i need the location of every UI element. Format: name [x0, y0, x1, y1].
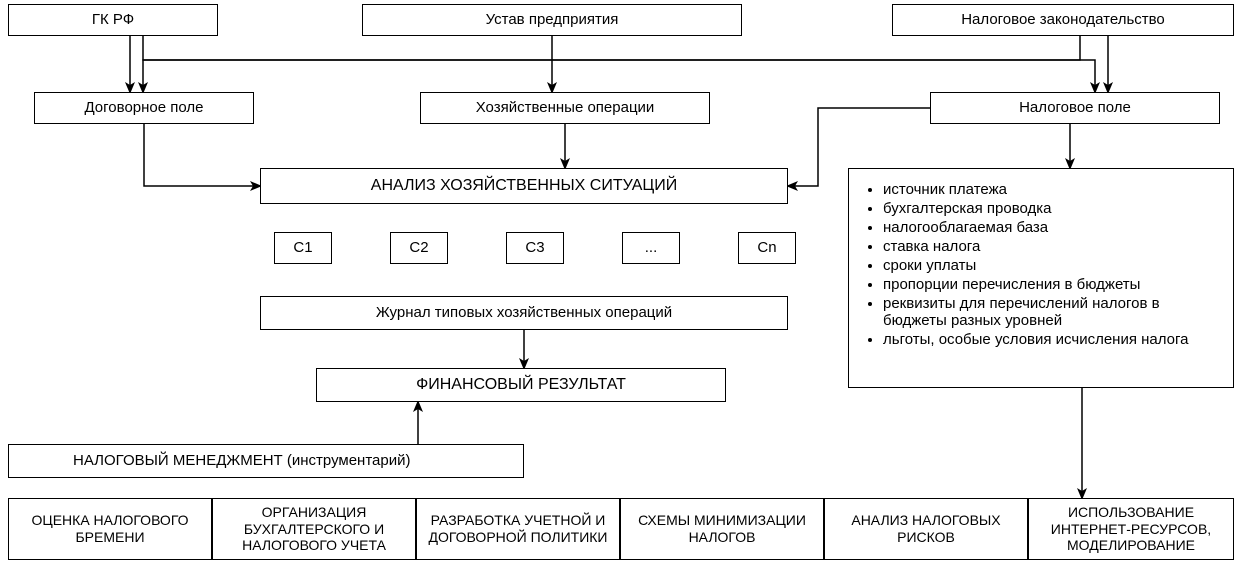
node-label: С3 [525, 239, 544, 257]
tax-field-detail-item: ставка налога [883, 238, 1219, 255]
node-label: С1 [293, 239, 312, 257]
node-label: Налоговое законодательство [961, 11, 1165, 29]
node-nalog-zakon: Налоговое законодательство [892, 4, 1234, 36]
node-label: Налоговое поле [1019, 99, 1131, 117]
node-label: Договорное поле [84, 99, 203, 117]
node-gk-rf: ГК РФ [8, 4, 218, 36]
tax-field-detail-item: реквизиты для перечислений налогов в бюд… [883, 295, 1219, 329]
node-cdots: ... [622, 232, 680, 264]
tax-field-detail-item: источник платежа [883, 181, 1219, 198]
tax-field-details-list: источник платежа бухгалтерская проводка на… [863, 181, 1219, 348]
tax-field-detail-item: сроки уплаты [883, 257, 1219, 274]
node-label: Хозяйственные операции [476, 99, 655, 117]
node-journal: Журнал типовых хозяйственных операций [260, 296, 788, 330]
node-c2: С2 [390, 232, 448, 264]
node-label: ИСПОЛЬЗОВАНИЕ ИНТЕРНЕТ-РЕСУРСОВ, МОДЕЛИР… [1035, 504, 1227, 554]
node-nalog-pole: Налоговое поле [930, 92, 1220, 124]
node-label: Устав предприятия [486, 11, 619, 29]
node-label: РАЗРАБОТКА УЧЕТНОЙ И ДОГОВОРНОЙ ПОЛИТИКИ [423, 512, 613, 546]
node-label: ОРГАНИЗАЦИЯ БУХГАЛТЕРСКОГО И НАЛОГОВОГО … [219, 504, 409, 554]
node-b2: ОРГАНИЗАЦИЯ БУХГАЛТЕРСКОГО И НАЛОГОВОГО … [212, 498, 416, 560]
node-hoz-oper: Хозяйственные операции [420, 92, 710, 124]
node-label: ОЦЕНКА НАЛОГОВОГО БРЕМЕНИ [15, 512, 205, 546]
edge-gk_across_to_ustav_dup [143, 36, 1095, 92]
tax-field-detail-item: бухгалтерская проводка [883, 200, 1219, 217]
flowchart-canvas: ГК РФ Устав предприятия Налоговое законо… [0, 0, 1243, 568]
tax-field-detail-item: льготы, особые условия исчисления налога [883, 331, 1219, 348]
node-b4: СХЕМЫ МИНИМИЗАЦИИ НАЛОГОВ [620, 498, 824, 560]
tax-field-details-box: источник платежа бухгалтерская проводка на… [848, 168, 1234, 388]
node-b6: ИСПОЛЬЗОВАНИЕ ИНТЕРНЕТ-РЕСУРСОВ, МОДЕЛИР… [1028, 498, 1234, 560]
tax-field-detail-item: пропорции перечисления в бюджеты [883, 276, 1219, 293]
node-c3: С3 [506, 232, 564, 264]
node-label: Сn [757, 239, 776, 257]
node-dogovor-pole: Договорное поле [34, 92, 254, 124]
node-label: НАЛОГОВЫЙ МЕНЕДЖМЕНТ (инструментарий) [73, 452, 410, 470]
node-b3: РАЗРАБОТКА УЧЕТНОЙ И ДОГОВОРНОЙ ПОЛИТИКИ [416, 498, 620, 560]
node-fin-result: ФИНАНСОВЫЙ РЕЗУЛЬТАТ [316, 368, 726, 402]
node-label: Журнал типовых хозяйственных операций [376, 304, 672, 322]
node-c1: С1 [274, 232, 332, 264]
node-b1: ОЦЕНКА НАЛОГОВОГО БРЕМЕНИ [8, 498, 212, 560]
edge-zakon_across_to_dogovor [143, 36, 1080, 92]
node-b5: АНАЛИЗ НАЛОГОВЫХ РИСКОВ [824, 498, 1028, 560]
node-label: ГК РФ [92, 11, 134, 29]
node-cn: Сn [738, 232, 796, 264]
node-label: ФИНАНСОВЫЙ РЕЗУЛЬТАТ [416, 375, 626, 394]
node-ustav: Устав предприятия [362, 4, 742, 36]
node-analiz: АНАЛИЗ ХОЗЯЙСТВЕННЫХ СИТУАЦИЙ [260, 168, 788, 204]
node-label: АНАЛИЗ НАЛОГОВЫХ РИСКОВ [831, 512, 1021, 546]
node-label: СХЕМЫ МИНИМИЗАЦИИ НАЛОГОВ [627, 512, 817, 546]
node-label: АНАЛИЗ ХОЗЯЙСТВЕННЫХ СИТУАЦИЙ [371, 176, 677, 195]
node-label: ... [645, 239, 658, 257]
node-label: С2 [409, 239, 428, 257]
node-tax-mgmt: НАЛОГОВЫЙ МЕНЕДЖМЕНТ (инструментарий) [8, 444, 524, 478]
tax-field-detail-item: налогооблагаемая база [883, 219, 1219, 236]
edge-dogovor_to_analiz [144, 124, 260, 186]
